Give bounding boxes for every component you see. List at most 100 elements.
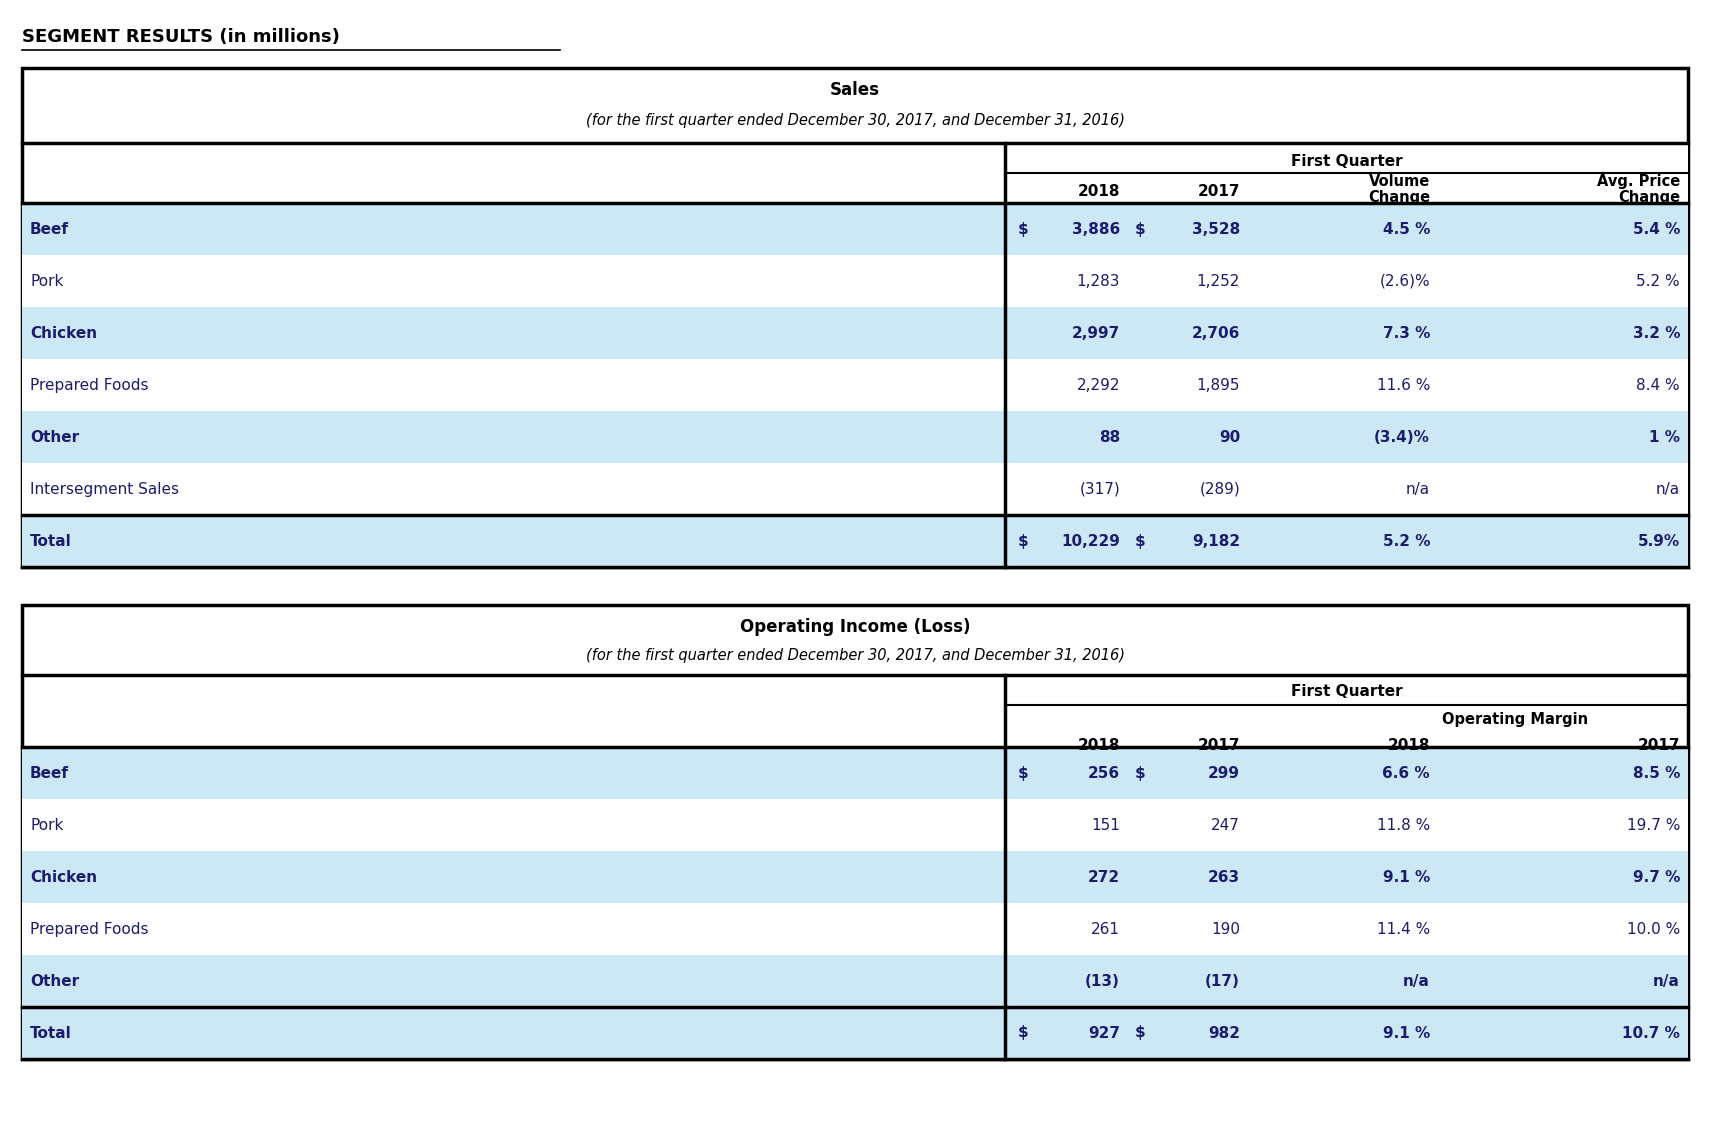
Text: 247: 247	[1211, 818, 1240, 833]
Text: 3,886: 3,886	[1072, 221, 1120, 237]
Bar	[22, 463, 1688, 515]
Text: (289): (289)	[1199, 481, 1240, 497]
Text: Total: Total	[31, 1026, 72, 1040]
Bar	[22, 515, 1688, 567]
Text: 5.4 %: 5.4 %	[1633, 221, 1679, 237]
Text: 256: 256	[1088, 765, 1120, 781]
Text: $: $	[1135, 765, 1146, 781]
Text: 2017: 2017	[1197, 184, 1240, 199]
Text: 261: 261	[1091, 921, 1120, 937]
Text: 2017: 2017	[1197, 737, 1240, 753]
Bar	[22, 747, 1688, 799]
Bar	[22, 1008, 1688, 1059]
Text: $: $	[1017, 1026, 1029, 1040]
Text: 8.5 %: 8.5 %	[1633, 765, 1679, 781]
Bar	[22, 903, 1688, 955]
Text: (for the first quarter ended December 30, 2017, and December 31, 2016): (for the first quarter ended December 30…	[585, 112, 1125, 128]
Text: 9.1 %: 9.1 %	[1383, 1026, 1430, 1040]
Text: Other: Other	[31, 430, 79, 444]
Bar	[22, 955, 1688, 1008]
Bar	[22, 68, 1688, 567]
Text: 5.2 %: 5.2 %	[1636, 274, 1679, 288]
Text: $: $	[1017, 765, 1029, 781]
Text: 7.3 %: 7.3 %	[1383, 325, 1430, 340]
Text: (for the first quarter ended December 30, 2017, and December 31, 2016): (for the first quarter ended December 30…	[585, 647, 1125, 662]
Bar	[22, 203, 1688, 255]
Text: 1,895: 1,895	[1197, 377, 1240, 393]
Text: n/a: n/a	[1655, 481, 1679, 497]
Text: (3.4)%: (3.4)%	[1375, 430, 1430, 444]
Text: (317): (317)	[1079, 481, 1120, 497]
Text: Beef: Beef	[31, 221, 68, 237]
Text: 263: 263	[1207, 870, 1240, 884]
Text: Beef: Beef	[31, 765, 68, 781]
Text: Avg. Price: Avg. Price	[1597, 174, 1679, 188]
Text: Prepared Foods: Prepared Foods	[31, 377, 149, 393]
Bar	[22, 411, 1688, 463]
Text: Sales: Sales	[829, 81, 881, 99]
Text: 11.4 %: 11.4 %	[1377, 921, 1430, 937]
Text: 3.2 %: 3.2 %	[1633, 325, 1679, 340]
Text: 11.8 %: 11.8 %	[1377, 818, 1430, 833]
Text: First Quarter: First Quarter	[1291, 683, 1402, 699]
Text: 8.4 %: 8.4 %	[1636, 377, 1679, 393]
Text: Prepared Foods: Prepared Foods	[31, 921, 149, 937]
Text: 11.6 %: 11.6 %	[1377, 377, 1430, 393]
Text: (2.6)%: (2.6)%	[1380, 274, 1430, 288]
Text: $: $	[1017, 221, 1029, 237]
Text: 88: 88	[1100, 430, 1120, 444]
Text: $: $	[1135, 1026, 1146, 1040]
Text: 1 %: 1 %	[1648, 430, 1679, 444]
Text: 2,997: 2,997	[1072, 325, 1120, 340]
Text: 1,283: 1,283	[1077, 274, 1120, 288]
Text: Other: Other	[31, 974, 79, 988]
Text: 9.7 %: 9.7 %	[1633, 870, 1679, 884]
Text: 190: 190	[1211, 921, 1240, 937]
Text: Operating Income (Loss): Operating Income (Loss)	[740, 618, 970, 636]
Text: Operating Margin: Operating Margin	[1442, 711, 1589, 727]
Text: 5.2 %: 5.2 %	[1382, 533, 1430, 549]
Bar	[22, 799, 1688, 850]
Text: 10,229: 10,229	[1062, 533, 1120, 549]
Text: Change: Change	[1618, 190, 1679, 204]
Bar	[22, 255, 1688, 307]
Text: 2,292: 2,292	[1077, 377, 1120, 393]
Text: 19.7 %: 19.7 %	[1626, 818, 1679, 833]
Text: Pork: Pork	[31, 818, 63, 833]
Text: 2017: 2017	[1638, 737, 1679, 753]
Text: 2018: 2018	[1387, 737, 1430, 753]
Text: n/a: n/a	[1654, 974, 1679, 988]
Text: SEGMENT RESULTS (in millions): SEGMENT RESULTS (in millions)	[22, 28, 340, 46]
Text: Intersegment Sales: Intersegment Sales	[31, 481, 180, 497]
Text: 9.1 %: 9.1 %	[1383, 870, 1430, 884]
Text: $: $	[1135, 533, 1146, 549]
Text: Change: Change	[1368, 190, 1430, 204]
Text: 927: 927	[1088, 1026, 1120, 1040]
Text: 2018: 2018	[1077, 737, 1120, 753]
Bar	[22, 850, 1688, 903]
Text: 10.7 %: 10.7 %	[1623, 1026, 1679, 1040]
Bar	[1005, 142, 1688, 203]
Text: 6.6 %: 6.6 %	[1382, 765, 1430, 781]
Text: n/a: n/a	[1406, 481, 1430, 497]
Text: (13): (13)	[1086, 974, 1120, 988]
Text: 299: 299	[1207, 765, 1240, 781]
Text: Total: Total	[31, 533, 72, 549]
Text: 4.5 %: 4.5 %	[1383, 221, 1430, 237]
Text: 272: 272	[1088, 870, 1120, 884]
Text: 3,528: 3,528	[1192, 221, 1240, 237]
Text: 90: 90	[1219, 430, 1240, 444]
Text: 982: 982	[1207, 1026, 1240, 1040]
Text: 5.9%: 5.9%	[1638, 533, 1679, 549]
Text: Volume: Volume	[1368, 174, 1430, 188]
Text: 151: 151	[1091, 818, 1120, 833]
Text: Chicken: Chicken	[31, 325, 97, 340]
Bar	[22, 359, 1688, 411]
Text: 2018: 2018	[1077, 184, 1120, 199]
Text: Chicken: Chicken	[31, 870, 97, 884]
Text: First Quarter: First Quarter	[1291, 154, 1402, 168]
Text: $: $	[1017, 533, 1029, 549]
Text: 9,182: 9,182	[1192, 533, 1240, 549]
Bar	[22, 307, 1688, 359]
Text: $: $	[1135, 221, 1146, 237]
